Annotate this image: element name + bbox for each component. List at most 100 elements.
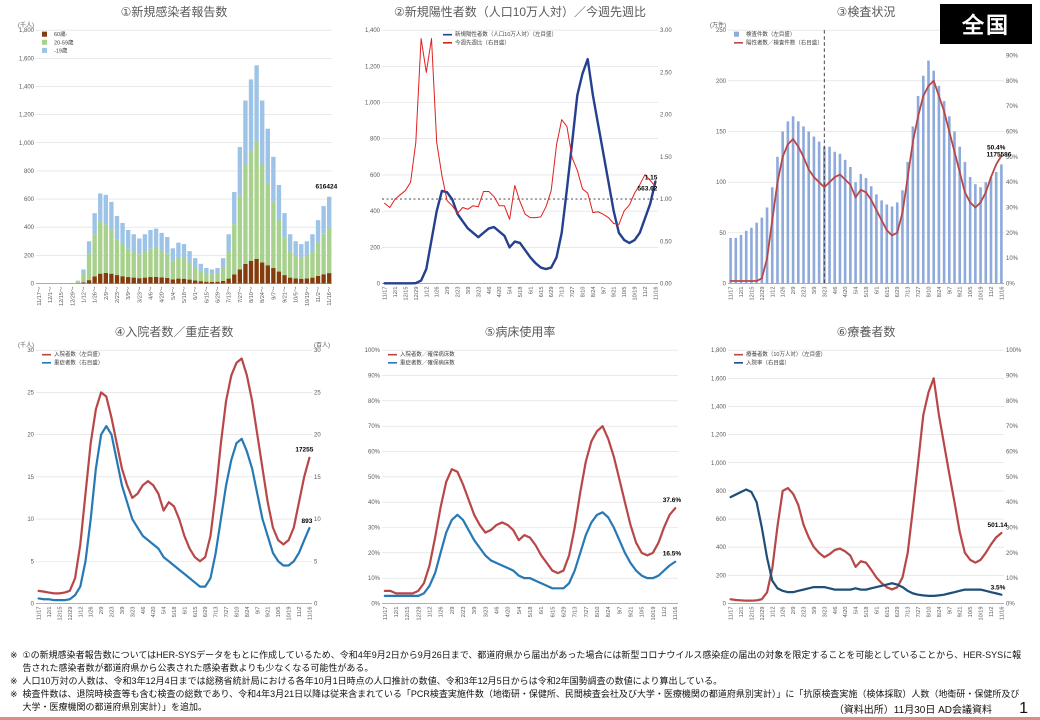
svg-text:4/20: 4/20 xyxy=(151,607,157,618)
svg-text:50%: 50% xyxy=(368,475,381,481)
svg-text:1/26: 1/26 xyxy=(435,287,441,298)
svg-text:5/4: 5/4 xyxy=(854,607,860,615)
svg-text:9/7: 9/7 xyxy=(601,287,607,295)
svg-text:6/1: 6/1 xyxy=(528,287,534,295)
source-note: （資料出所）11月30日 AD会議資料 xyxy=(827,701,992,716)
svg-text:0%: 0% xyxy=(371,602,380,608)
svg-text:10/19: 10/19 xyxy=(287,607,293,621)
svg-text:3/23: 3/23 xyxy=(483,607,489,618)
svg-text:7/27: 7/27 xyxy=(916,287,922,298)
svg-text:12/15: 12/15 xyxy=(57,607,63,621)
svg-text:10/5: 10/5 xyxy=(968,287,974,298)
svg-text:1,600: 1,600 xyxy=(19,56,35,62)
svg-text:3/9: 3/9 xyxy=(812,607,818,615)
svg-text:20%: 20% xyxy=(368,551,381,557)
svg-text:9/21: 9/21 xyxy=(958,287,964,298)
svg-text:陽性者数／検査件数（右目盛）: 陽性者数／検査件数（右目盛） xyxy=(746,38,823,46)
svg-text:0: 0 xyxy=(723,282,727,288)
svg-text:20-59歳: 20-59歳 xyxy=(54,38,74,46)
svg-text:5/4: 5/4 xyxy=(517,607,523,615)
svg-text:療養者数（10万人対）（左目盛）: 療養者数（10万人対）（左目盛） xyxy=(746,350,826,358)
svg-text:60歳-: 60歳- xyxy=(54,30,68,38)
svg-text:10%: 10% xyxy=(1006,256,1019,262)
svg-text:1.15: 1.15 xyxy=(645,174,658,181)
svg-text:9/7: 9/7 xyxy=(255,607,261,615)
chart-title-positives-per-100k: ②新規陽性者数（人口10万人対）／今週先週比 xyxy=(393,5,647,19)
chart-title-new-case-reports: ①新規感染者報告数 xyxy=(120,5,228,19)
svg-text:7/13: 7/13 xyxy=(560,287,566,298)
svg-text:11/17: 11/17 xyxy=(37,607,43,620)
svg-text:6/15: 6/15 xyxy=(193,607,199,618)
svg-text:2/23: 2/23 xyxy=(456,287,462,298)
svg-text:重症者数／確保病床数: 重症者数／確保病床数 xyxy=(400,358,455,366)
svg-text:5/4: 5/4 xyxy=(162,607,168,615)
svg-text:4/6: 4/6 xyxy=(141,607,147,615)
svg-text:3/23: 3/23 xyxy=(822,607,828,618)
svg-text:6/15: 6/15 xyxy=(885,607,891,618)
charts-grid: ①新規感染者報告数 0 200 400 600 800 1,000 1,200 1,400 1,… xyxy=(18,4,1022,644)
svg-text:10/5～: 10/5～ xyxy=(294,286,300,303)
svg-text:3/9: 3/9 xyxy=(472,607,478,615)
svg-text:10: 10 xyxy=(314,517,321,523)
svg-text:8/10: 8/10 xyxy=(927,607,933,618)
svg-text:(千人): (千人) xyxy=(18,21,34,29)
svg-text:9/21～: 9/21～ xyxy=(283,286,289,303)
svg-text:250: 250 xyxy=(716,28,727,34)
svg-text:5/18: 5/18 xyxy=(518,287,524,298)
svg-text:400: 400 xyxy=(24,225,35,231)
svg-text:9/7～: 9/7～ xyxy=(271,286,277,300)
svg-text:検査件数（左目盛）: 検査件数（左目盛） xyxy=(746,30,795,38)
svg-text:5/18: 5/18 xyxy=(864,287,870,298)
svg-text:30: 30 xyxy=(27,348,34,354)
svg-text:0.50: 0.50 xyxy=(660,239,672,245)
svg-text:1/12: 1/12 xyxy=(770,287,776,298)
svg-text:100%: 100% xyxy=(1006,348,1022,354)
svg-text:2/9: 2/9 xyxy=(450,607,456,615)
svg-text:11/17: 11/17 xyxy=(729,287,735,300)
svg-text:40%: 40% xyxy=(1006,500,1019,506)
svg-text:(千人): (千人) xyxy=(18,341,34,349)
svg-text:重症者数（右目盛）: 重症者数（右目盛） xyxy=(54,358,103,366)
svg-text:10: 10 xyxy=(27,517,34,523)
svg-text:501.14: 501.14 xyxy=(988,522,1008,529)
svg-text:12/15: 12/15 xyxy=(403,287,409,301)
svg-text:4/20: 4/20 xyxy=(843,607,849,618)
svg-text:2/9～: 2/9～ xyxy=(104,286,110,300)
svg-text:9/7: 9/7 xyxy=(617,607,623,615)
svg-text:1.00: 1.00 xyxy=(660,197,672,203)
svg-text:2/9: 2/9 xyxy=(99,607,105,615)
svg-text:2/23: 2/23 xyxy=(110,607,116,618)
svg-text:11/2: 11/2 xyxy=(662,607,668,617)
svg-text:3.5%: 3.5% xyxy=(991,585,1006,592)
svg-text:400: 400 xyxy=(716,545,727,551)
svg-text:12/29: 12/29 xyxy=(760,287,766,301)
svg-text:150: 150 xyxy=(716,129,727,135)
svg-text:2/23～: 2/23～ xyxy=(115,286,121,303)
svg-text:90%: 90% xyxy=(1006,373,1019,379)
svg-text:11/17: 11/17 xyxy=(729,607,735,620)
svg-text:1/12: 1/12 xyxy=(770,607,776,618)
svg-text:9/21: 9/21 xyxy=(266,607,272,618)
svg-text:6/29: 6/29 xyxy=(895,287,901,298)
svg-text:200: 200 xyxy=(24,253,35,259)
svg-text:5/4: 5/4 xyxy=(508,287,514,295)
svg-text:60%: 60% xyxy=(368,449,381,455)
svg-text:12/29: 12/29 xyxy=(760,607,766,621)
svg-text:1/26: 1/26 xyxy=(781,607,787,618)
svg-text:80%: 80% xyxy=(1006,399,1019,405)
svg-text:8/10: 8/10 xyxy=(927,287,933,298)
svg-text:1,200: 1,200 xyxy=(19,113,35,119)
svg-text:10/19: 10/19 xyxy=(633,287,639,301)
svg-text:20%: 20% xyxy=(1006,231,1019,237)
svg-text:3/9: 3/9 xyxy=(120,607,126,615)
svg-text:5/18: 5/18 xyxy=(528,607,534,618)
svg-text:800: 800 xyxy=(716,489,727,495)
chart-panel-positives-per-100k: ②新規陽性者数（人口10万人対）／今週先週比 0 200 400 600 800 1,00… xyxy=(347,4,693,324)
svg-text:1/12～: 1/12～ xyxy=(82,286,88,303)
chart-panel-bed-occupancy: ⑤病床使用率 0% 10% 20% 30% 40% 50% 60% 70% 80% 90% 100%… xyxy=(347,324,693,644)
svg-text:6/29: 6/29 xyxy=(562,607,568,618)
svg-text:10%: 10% xyxy=(368,576,381,582)
page-number: 1 xyxy=(1015,700,1028,718)
svg-text:6/29: 6/29 xyxy=(549,287,555,298)
